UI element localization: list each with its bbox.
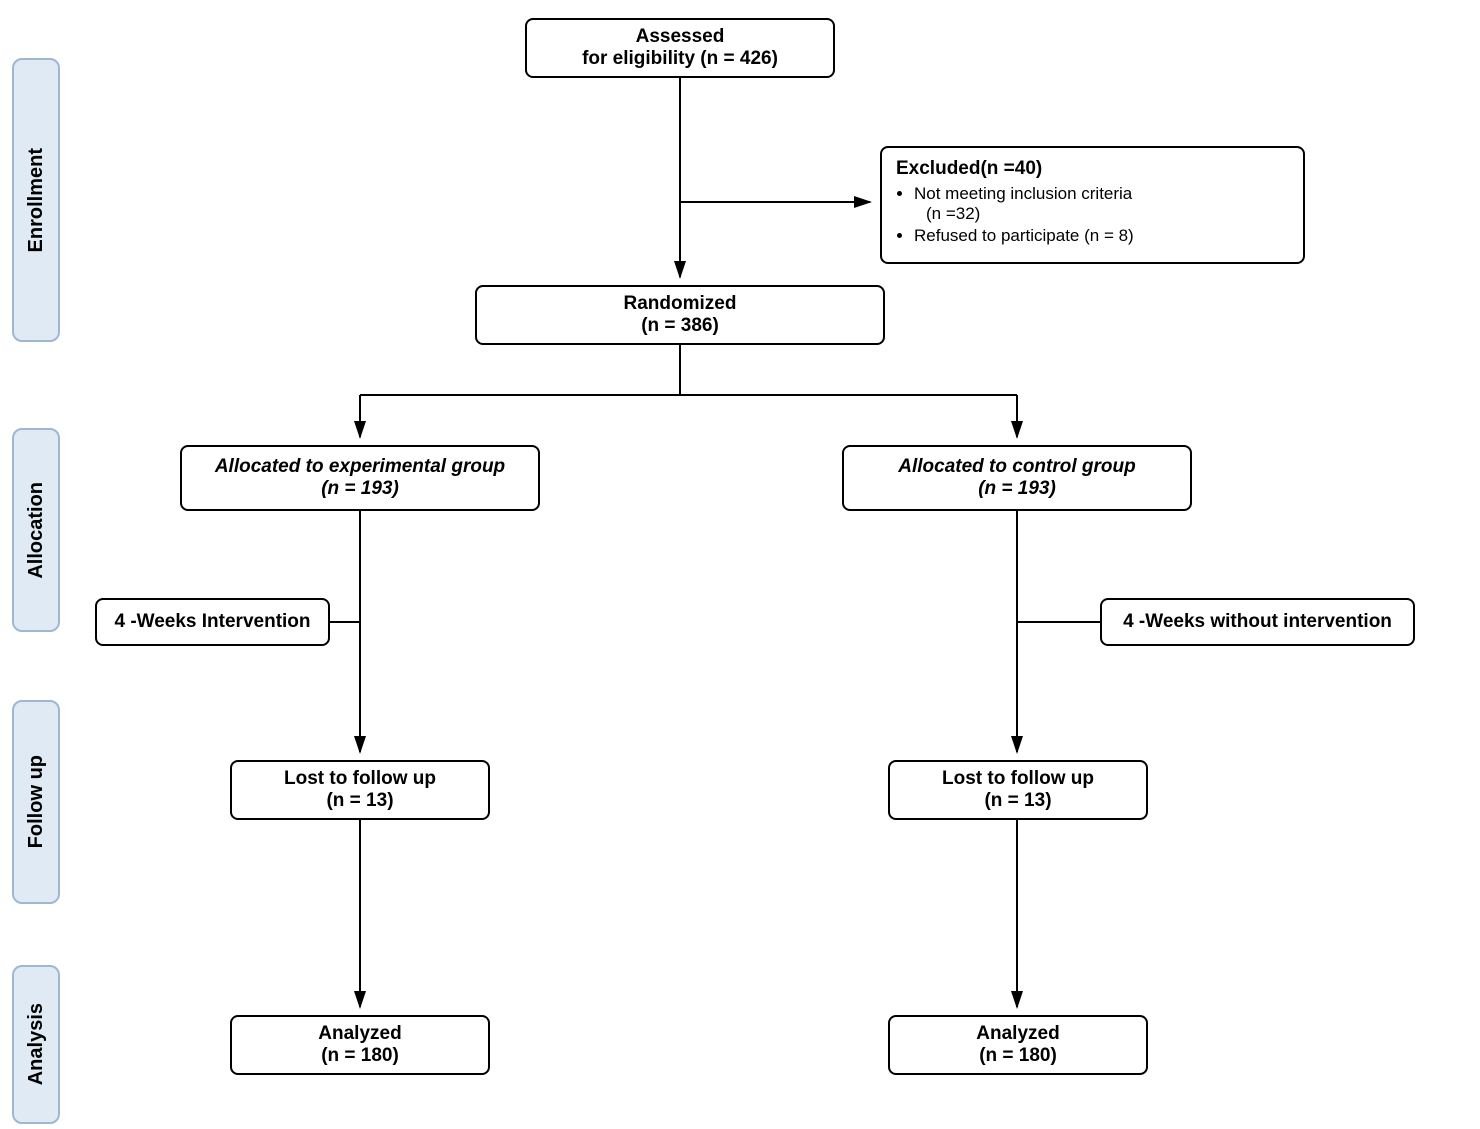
box-lost-exp: Lost to follow up (n = 13) [230, 760, 490, 820]
box-excluded: Excluded(n =40) Not meeting inclusion cr… [880, 146, 1305, 264]
alloc-exp-line2: (n = 193) [321, 478, 399, 500]
box-assessed: Assessed for eligibility (n = 426) [525, 18, 835, 78]
box-analyzed-ctrl: Analyzed (n = 180) [888, 1015, 1148, 1075]
randomized-line2: (n = 386) [641, 315, 719, 337]
lost-exp-line1: Lost to follow up [284, 768, 436, 790]
interv-ctrl-text: 4 -Weeks without intervention [1123, 611, 1392, 633]
analyzed-ctrl-line2: (n = 180) [979, 1045, 1057, 1067]
phase-analysis: Analysis [12, 965, 60, 1124]
box-alloc-exp: Allocated to experimental group (n = 193… [180, 445, 540, 511]
excluded-item1-text: Not meeting inclusion criteria [914, 184, 1132, 203]
phase-enrollment: Enrollment [12, 58, 60, 342]
box-interv-ctrl: 4 -Weeks without intervention [1100, 598, 1415, 646]
phase-allocation-text: Allocation [25, 482, 48, 579]
lost-ctrl-line1: Lost to follow up [942, 768, 1094, 790]
excluded-item2: Refused to participate (n = 8) [914, 226, 1134, 246]
interv-exp-text: 4 -Weeks Intervention [114, 611, 310, 633]
box-analyzed-exp: Analyzed (n = 180) [230, 1015, 490, 1075]
phase-follow-up: Follow up [12, 700, 60, 904]
assessed-line1: Assessed [636, 26, 725, 48]
excluded-title: Excluded(n =40) [896, 158, 1042, 180]
excluded-item1-n: (n =32) [926, 204, 980, 223]
alloc-ctrl-line1: Allocated to control group [898, 456, 1136, 478]
alloc-ctrl-line2: (n = 193) [978, 478, 1056, 500]
phase-analysis-text: Analysis [25, 1003, 48, 1085]
lost-ctrl-line2: (n = 13) [984, 790, 1051, 812]
alloc-exp-line1: Allocated to experimental group [215, 456, 505, 478]
randomized-line1: Randomized [624, 293, 737, 315]
box-lost-ctrl: Lost to follow up (n = 13) [888, 760, 1148, 820]
flowchart-canvas: Enrollment Allocation Follow up Analysis… [0, 0, 1480, 1129]
analyzed-ctrl-line1: Analyzed [976, 1023, 1059, 1045]
phase-allocation: Allocation [12, 428, 60, 632]
box-randomized: Randomized (n = 386) [475, 285, 885, 345]
excluded-item1: Not meeting inclusion criteria (n =32) [914, 184, 1134, 224]
analyzed-exp-line1: Analyzed [318, 1023, 401, 1045]
lost-exp-line2: (n = 13) [326, 790, 393, 812]
box-alloc-ctrl: Allocated to control group (n = 193) [842, 445, 1192, 511]
analyzed-exp-line2: (n = 180) [321, 1045, 399, 1067]
assessed-line2: for eligibility (n = 426) [582, 48, 778, 70]
box-interv-exp: 4 -Weeks Intervention [95, 598, 330, 646]
phase-enrollment-text: Enrollment [25, 148, 48, 252]
phase-follow-up-text: Follow up [25, 755, 48, 848]
excluded-list: Not meeting inclusion criteria (n =32) R… [914, 184, 1134, 248]
